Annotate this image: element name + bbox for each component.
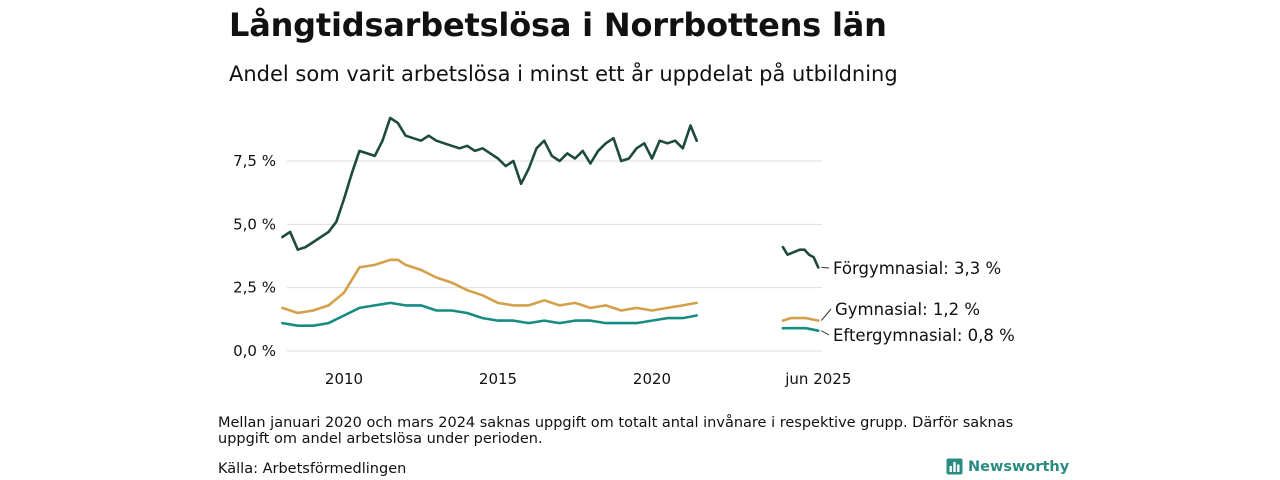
chart-subtitle: Andel som varit arbetslösa i minst ett å… [229, 62, 898, 86]
y-tick-label-1: 2,5 % [233, 279, 276, 297]
y-tick-label-0: 0,0 % [233, 342, 276, 360]
series-line-eftergymnasial-1 [781, 326, 820, 332]
end-label-eftergymnasial: Eftergymnasial: 0,8 % [833, 326, 1015, 345]
y-tick-label-3: 7,5 % [233, 152, 276, 170]
series-line-förgymnasial-1 [781, 245, 820, 269]
x-tick-label-0: 2010 [325, 370, 363, 388]
series-line-gymnasial-0 [281, 258, 698, 315]
leader-line-förgymnasial [821, 266, 830, 269]
brand-name: Newsworthy [968, 458, 1070, 475]
x-tick-label-2: 2020 [633, 370, 671, 388]
bar-chart-logo-icon [946, 458, 963, 475]
x-tick-label-3: jun 2025 [784, 370, 851, 388]
chart-note: Mellan januari 2020 och mars 2024 saknas… [218, 415, 1014, 447]
end-label-gymnasial: Gymnasial: 1,2 % [835, 300, 980, 319]
y-tick-label-2: 5,0 % [233, 215, 276, 233]
series-line-förgymnasial-0 [281, 116, 698, 251]
leader-line-eftergymnasial [821, 330, 830, 336]
line-chart: 0,0 % 2,5 % 5,0 % 7,5 % 2010 2015 2020 jun 2025… [233, 116, 1015, 388]
series-line-eftergymnasial-0 [281, 301, 698, 327]
x-tick-label-1: 2015 [479, 370, 517, 388]
newsworthy-logo[interactable]: Newsworthy [946, 458, 1069, 475]
series-line-gymnasial-1 [781, 316, 820, 322]
chart-title: Långtidsarbetslösa i Norrbottens län [229, 6, 887, 44]
end-label-förgymnasial: Förgymnasial: 3,3 % [833, 259, 1001, 278]
leader-line-gymnasial [820, 308, 832, 321]
chart-source: Källa: Arbetsförmedlingen [218, 461, 407, 477]
